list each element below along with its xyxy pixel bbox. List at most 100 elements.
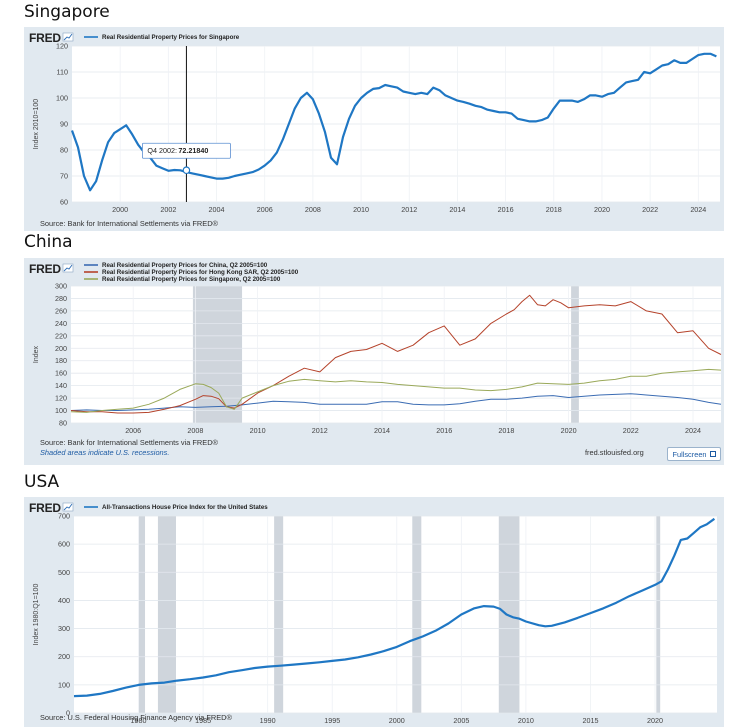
y-tick-label-1: 100 bbox=[55, 406, 67, 415]
x-tick-label-0: 2000 bbox=[112, 205, 128, 214]
singapore-chart[interactable]: FRED Real Residential Property Prices for… bbox=[24, 27, 724, 231]
y-tick-label-5: 500 bbox=[58, 568, 70, 577]
x-tick-label-8: 2020 bbox=[647, 716, 663, 725]
usa-chart[interactable]: FRED All-Transactions House Price Index f… bbox=[24, 497, 724, 727]
fred-logo-icon-line bbox=[63, 33, 73, 41]
tooltip-value: 72.21840 bbox=[178, 146, 208, 155]
x-tick-label-6: 2012 bbox=[401, 205, 417, 214]
legend-label-1: Real Residential Property Prices for Hon… bbox=[102, 269, 299, 276]
fred-logo-icon bbox=[62, 502, 74, 512]
x-tick-label-3: 2012 bbox=[312, 426, 328, 435]
y-tick-label-2: 80 bbox=[60, 146, 68, 155]
y-tick-label-6: 200 bbox=[55, 344, 67, 353]
y-tick-label-2: 200 bbox=[58, 652, 70, 661]
source-text: Source: Bank for International Settlemen… bbox=[40, 219, 219, 228]
y-tick-label-4: 160 bbox=[55, 369, 67, 378]
y-tick-label-9: 260 bbox=[55, 306, 67, 315]
recession-band-3 bbox=[412, 516, 422, 713]
tooltip-label: Q4 2002: bbox=[147, 146, 177, 155]
y-tick-label-3: 90 bbox=[60, 120, 68, 129]
fred-logo-icon-line bbox=[63, 264, 73, 272]
recession-band-1 bbox=[157, 516, 177, 713]
x-tick-label-5: 2010 bbox=[353, 205, 369, 214]
x-tick-label-0: 1980 bbox=[131, 716, 147, 725]
china-section-title: China bbox=[24, 232, 73, 252]
series-line-1 bbox=[70, 294, 722, 414]
source-text: Source: U.S. Federal Housing Finance Age… bbox=[40, 713, 232, 722]
recession-band-2 bbox=[274, 516, 284, 713]
series-line-0 bbox=[70, 52, 717, 192]
x-tick-label-8: 2022 bbox=[623, 426, 639, 435]
y-tick-label-7: 700 bbox=[58, 512, 70, 521]
series-line-0 bbox=[70, 393, 722, 411]
china-chart[interactable]: FRED Real Residential Property Prices for… bbox=[24, 258, 724, 465]
x-tick-label-5: 2016 bbox=[436, 426, 452, 435]
y-axis-label: Index bbox=[33, 345, 40, 363]
source-text: Source: Bank for International Settlemen… bbox=[40, 438, 219, 447]
tooltip-box bbox=[142, 142, 231, 159]
y-tick-label-4: 400 bbox=[58, 596, 70, 605]
y-tick-label-6: 600 bbox=[58, 540, 70, 549]
y-tick-label-8: 240 bbox=[55, 319, 67, 328]
fullscreen-label: Fullscreen bbox=[672, 449, 707, 459]
usa-chart-panel: FRED All-Transactions House Price Index f… bbox=[24, 497, 724, 727]
china-chart-panel: FRED Real Residential Property Prices for… bbox=[24, 258, 724, 465]
x-tick-label-3: 2006 bbox=[257, 205, 273, 214]
x-tick-label-6: 2010 bbox=[518, 716, 534, 725]
fred-logo: FRED bbox=[29, 262, 61, 276]
singapore-chart-panel: FRED Real Residential Property Prices for… bbox=[24, 27, 724, 231]
singapore-section-title: Singapore bbox=[24, 2, 110, 22]
x-tick-label-4: 2014 bbox=[374, 426, 390, 435]
x-tick-label-1: 2008 bbox=[187, 426, 203, 435]
usa-section-title: USA bbox=[24, 472, 60, 492]
fullscreen-button[interactable]: Fullscreen bbox=[667, 447, 721, 461]
tooltip-marker bbox=[182, 166, 191, 175]
series-line-2 bbox=[70, 368, 722, 413]
y-tick-label-3: 300 bbox=[58, 624, 70, 633]
x-tick-label-9: 2024 bbox=[685, 426, 701, 435]
fred-logo-icon bbox=[62, 32, 74, 42]
y-axis-label: Index 1980:Q1=100 bbox=[33, 584, 40, 646]
x-tick-label-3: 1995 bbox=[324, 716, 340, 725]
y-tick-label-3: 140 bbox=[55, 381, 67, 390]
y-tick-label-0: 80 bbox=[59, 419, 67, 428]
x-tick-label-10: 2020 bbox=[594, 205, 610, 214]
y-tick-label-5: 180 bbox=[55, 356, 67, 365]
x-tick-label-2: 1990 bbox=[260, 716, 276, 725]
x-tick-label-7: 2020 bbox=[561, 426, 577, 435]
recession-band-0 bbox=[138, 516, 146, 713]
x-tick-label-1: 2002 bbox=[160, 205, 176, 214]
x-tick-label-2: 2010 bbox=[250, 426, 266, 435]
y-tick-label-7: 220 bbox=[55, 331, 67, 340]
fred-logo-icon-line bbox=[63, 503, 73, 511]
y-tick-label-11: 300 bbox=[55, 282, 67, 291]
x-tick-label-7: 2014 bbox=[449, 205, 465, 214]
fred-logo: FRED bbox=[29, 31, 61, 45]
x-tick-label-9: 2018 bbox=[546, 205, 562, 214]
expand-icon bbox=[709, 451, 716, 457]
legend-label-2: Real Residential Property Prices for Sin… bbox=[102, 276, 281, 283]
y-tick-label-1: 100 bbox=[58, 680, 70, 689]
y-axis-label: Index 2010=100 bbox=[33, 99, 40, 150]
x-tick-label-8: 2016 bbox=[498, 205, 514, 214]
series-line-0 bbox=[73, 517, 716, 698]
legend-label-0: Real Residential Property Prices for Chi… bbox=[102, 262, 268, 269]
y-tick-label-1: 70 bbox=[60, 172, 68, 181]
x-tick-label-4: 2008 bbox=[305, 205, 321, 214]
y-tick-label-4: 100 bbox=[56, 94, 68, 103]
x-tick-label-11: 2022 bbox=[642, 205, 658, 214]
fred-logo: FRED bbox=[29, 501, 61, 515]
legend-label-0: Real Residential Property Prices for Sin… bbox=[102, 34, 240, 41]
y-tick-label-10: 280 bbox=[55, 294, 67, 303]
y-tick-label-6: 120 bbox=[56, 42, 68, 51]
y-tick-label-2: 120 bbox=[55, 394, 67, 403]
recession-band-5 bbox=[656, 516, 661, 713]
x-tick-label-5: 2005 bbox=[453, 716, 469, 725]
y-tick-label-5: 110 bbox=[57, 68, 68, 77]
x-tick-label-0: 2006 bbox=[125, 426, 141, 435]
y-tick-label-0: 0 bbox=[66, 709, 70, 718]
x-tick-label-4: 2000 bbox=[389, 716, 405, 725]
plot-area bbox=[71, 286, 721, 423]
x-tick-label-2: 2004 bbox=[209, 205, 225, 214]
y-tick-label-0: 60 bbox=[60, 198, 68, 207]
